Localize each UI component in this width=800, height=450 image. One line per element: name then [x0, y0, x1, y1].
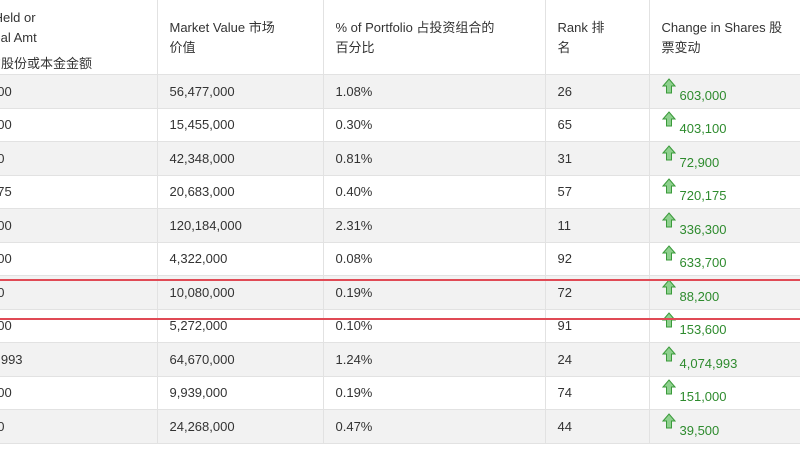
cell-shares-held: 700 — [0, 242, 158, 276]
cell-market-value: 10,080,000 — [157, 275, 324, 310]
highlight-line-top — [0, 279, 800, 281]
cell-rank: 74 — [545, 376, 650, 410]
cell-change-in-shares: 720,175 — [649, 175, 800, 209]
change-value: 72,900 — [679, 154, 720, 170]
up-arrow-icon — [661, 379, 676, 395]
cell-rank: 26 — [545, 74, 650, 109]
change-value: 603,000 — [679, 87, 727, 103]
table-header-row: res Held or cipal Amt 的股份或本金金额 Market Va… — [0, 0, 800, 75]
cell-market-value: 64,670,000 — [157, 342, 324, 377]
cell-rank: 57 — [545, 175, 650, 209]
up-arrow-icon — [661, 111, 676, 127]
change-value: 633,700 — [679, 255, 727, 271]
cell-percent-portfolio: 2.31% — [323, 208, 546, 243]
cell-percent-portfolio: 0.19% — [323, 376, 546, 410]
cell-change-in-shares: 403,100 — [649, 108, 800, 142]
cell-percent-portfolio: 1.08% — [323, 74, 546, 109]
cell-rank: 91 — [545, 309, 650, 343]
cell-rank: 44 — [545, 409, 650, 444]
cell-rank: 72 — [545, 275, 650, 310]
cell-percent-portfolio: 1.24% — [323, 342, 546, 377]
change-value: 336,300 — [679, 221, 727, 237]
cell-market-value: 9,939,000 — [157, 376, 324, 410]
cell-percent-portfolio: 0.10% — [323, 309, 546, 343]
cell-shares-held: 00 — [0, 275, 158, 310]
header-rank: Rank 排 名 — [545, 0, 650, 75]
cell-market-value: 20,683,000 — [157, 175, 324, 209]
change-value: 720,175 — [679, 188, 727, 204]
cell-market-value: 120,184,000 — [157, 208, 324, 243]
header-shares-held: res Held or cipal Amt 的股份或本金金额 — [0, 0, 158, 75]
cell-market-value: 24,268,000 — [157, 409, 324, 444]
up-arrow-icon — [661, 345, 676, 362]
cell-rank: 11 — [545, 208, 650, 243]
cell-rank: 92 — [545, 242, 650, 276]
cell-change-in-shares: 153,600 — [649, 309, 800, 343]
up-arrow-icon — [661, 211, 676, 228]
change-value: 88,200 — [679, 288, 720, 304]
cell-market-value: 15,455,000 — [157, 108, 324, 142]
up-arrow-icon — [661, 77, 676, 94]
cell-percent-portfolio: 0.47% — [323, 409, 546, 444]
change-value: 4,074,993 — [679, 355, 738, 371]
cell-market-value: 42,348,000 — [157, 141, 324, 176]
cell-shares-held: 000 — [0, 74, 158, 109]
cell-percent-portfolio: 0.08% — [323, 242, 546, 276]
up-arrow-icon — [661, 144, 676, 161]
cell-change-in-shares: 336,300 — [649, 208, 800, 243]
header-market-value: Market Value 市场 价值 — [157, 0, 324, 75]
cell-percent-portfolio: 0.81% — [323, 141, 546, 176]
up-arrow-icon — [661, 278, 676, 295]
cell-change-in-shares: 39,500 — [649, 409, 800, 444]
cell-shares-held: 300 — [0, 208, 158, 243]
cell-shares-held: 00 — [0, 409, 158, 444]
cell-market-value: 56,477,000 — [157, 74, 324, 109]
cell-change-in-shares: 88,200 — [649, 275, 800, 310]
cell-change-in-shares: 633,700 — [649, 242, 800, 276]
cell-rank: 24 — [545, 342, 650, 377]
up-arrow-icon — [661, 245, 676, 261]
cell-market-value: 5,272,000 — [157, 309, 324, 343]
cell-change-in-shares: 4,074,993 — [649, 342, 800, 377]
cell-shares-held: 00 — [0, 141, 158, 176]
cell-rank: 31 — [545, 141, 650, 176]
cell-percent-portfolio: 0.40% — [323, 175, 546, 209]
cell-change-in-shares: 151,000 — [649, 376, 800, 410]
cell-rank: 65 — [545, 108, 650, 142]
cell-shares-held: 4,993 — [0, 342, 158, 377]
cell-change-in-shares: 603,000 — [649, 74, 800, 109]
cell-percent-portfolio: 0.30% — [323, 108, 546, 142]
change-value: 151,000 — [679, 389, 727, 405]
change-value: 403,100 — [679, 121, 727, 137]
change-value: 39,500 — [679, 422, 720, 438]
header-change-in-shares: Change in Shares 股 票变动 — [649, 0, 800, 75]
cell-shares-held: 000 — [0, 376, 158, 410]
up-arrow-icon — [661, 312, 676, 328]
up-arrow-icon — [661, 412, 676, 429]
cell-market-value: 4,322,000 — [157, 242, 324, 276]
highlight-line-bottom — [0, 318, 800, 320]
cell-change-in-shares: 72,900 — [649, 141, 800, 176]
cell-percent-portfolio: 0.19% — [323, 275, 546, 310]
change-value: 153,600 — [679, 322, 727, 338]
cell-shares-held: 100 — [0, 108, 158, 142]
up-arrow-icon — [661, 178, 676, 194]
header-percent-portfolio: % of Portfolio 占投资组合的 百分比 — [323, 0, 546, 75]
cell-shares-held: 600 — [0, 309, 158, 343]
cell-shares-held: 175 — [0, 175, 158, 209]
